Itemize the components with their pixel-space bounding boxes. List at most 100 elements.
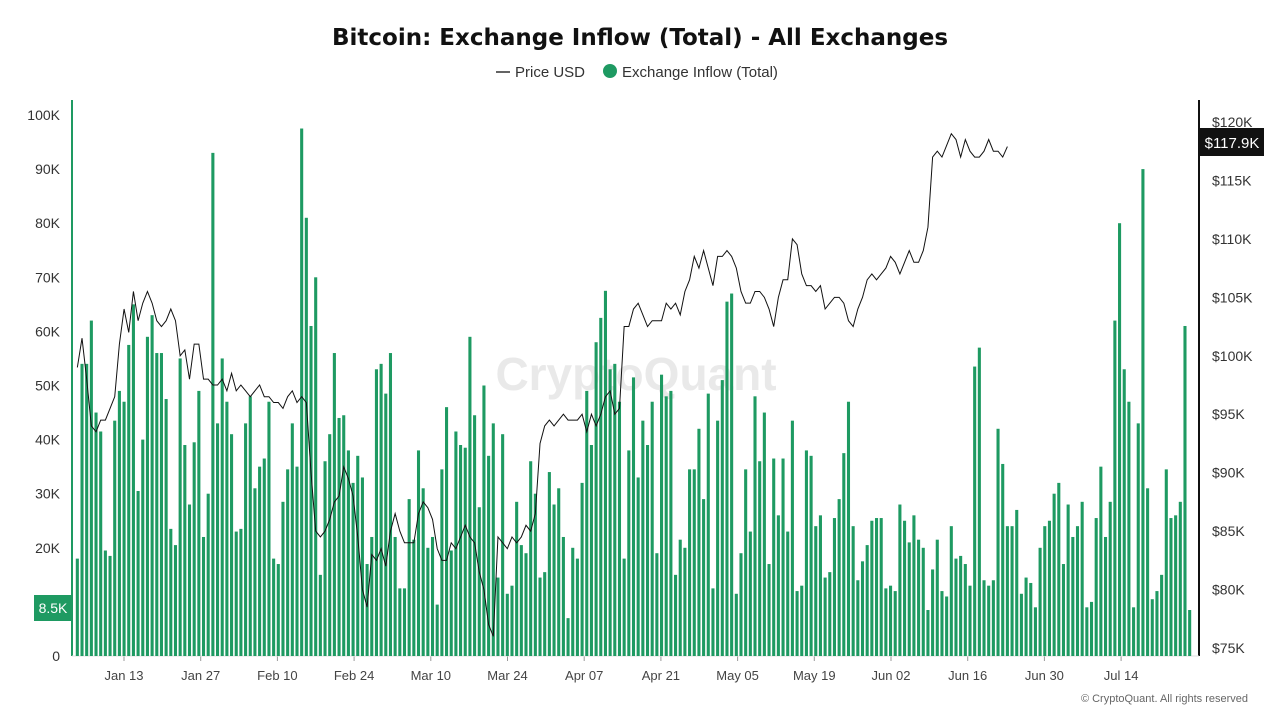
inflow-bar — [529, 461, 533, 656]
inflow-bar — [776, 515, 780, 656]
inflow-bar — [379, 363, 383, 656]
inflow-bar — [571, 547, 575, 656]
inflow-bar — [272, 558, 276, 656]
inflow-bar — [809, 455, 813, 656]
current-inflow-value: 8.5K — [39, 600, 68, 616]
inflow-bar — [767, 564, 771, 656]
inflow-bar — [122, 401, 126, 656]
inflow-bar — [225, 401, 229, 656]
inflow-bar — [482, 385, 486, 656]
left-tick-label: 50K — [35, 378, 61, 394]
inflow-bar — [141, 439, 145, 656]
inflow-bar — [85, 363, 89, 656]
inflow-bar — [445, 407, 449, 656]
inflow-bar — [1108, 501, 1112, 656]
inflow-bar — [234, 531, 238, 656]
inflow-bar — [762, 412, 766, 656]
inflow-bar — [1169, 518, 1173, 656]
inflow-bar — [426, 547, 430, 656]
inflow-bar — [220, 358, 224, 656]
inflow-bar — [1080, 501, 1084, 656]
inflow-bar — [832, 518, 836, 656]
inflow-bar — [818, 515, 822, 656]
inflow-bar — [318, 574, 322, 656]
left-tick-label: 90K — [35, 161, 61, 177]
inflow-bars — [75, 128, 1192, 657]
inflow-bar — [1132, 607, 1136, 656]
inflow-bar — [435, 604, 439, 656]
inflow-bar — [262, 458, 266, 656]
inflow-bar — [1038, 547, 1042, 656]
inflow-bar — [342, 415, 346, 656]
inflow-bar — [477, 507, 481, 656]
inflow-bar — [145, 336, 149, 656]
inflow-bar — [230, 434, 234, 656]
inflow-bar — [1005, 526, 1009, 656]
inflow-bar — [127, 344, 131, 656]
inflow-bar — [1146, 488, 1150, 656]
x-tick-label: Apr 21 — [642, 668, 680, 683]
inflow-bar — [1071, 536, 1075, 656]
legend-inflow-marker — [603, 64, 617, 78]
inflow-bar — [1122, 369, 1126, 656]
chart-title: Bitcoin: Exchange Inflow (Total) - All E… — [332, 25, 948, 51]
inflow-bar — [641, 420, 645, 656]
inflow-bar — [954, 558, 958, 656]
inflow-bar — [734, 593, 738, 656]
inflow-bar — [346, 450, 350, 656]
inflow-bar — [552, 504, 556, 656]
inflow-bar — [374, 369, 378, 656]
inflow-bar — [879, 518, 883, 656]
inflow-bar — [309, 325, 313, 656]
inflow-bar — [949, 526, 953, 656]
left-tick-label: 0 — [52, 648, 60, 664]
price-line — [76, 132, 1008, 637]
inflow-bar — [912, 515, 916, 656]
inflow-bar — [627, 450, 631, 656]
inflow-bar — [1104, 536, 1108, 656]
right-tick-label: $115K — [1212, 172, 1252, 188]
inflow-bar — [463, 447, 467, 656]
x-tick-label: May 05 — [716, 668, 759, 683]
inflow-bar — [781, 458, 785, 656]
inflow-bar — [889, 585, 893, 656]
inflow-bar — [608, 369, 612, 656]
inflow-bar — [159, 353, 163, 656]
inflow-bar — [80, 363, 84, 656]
inflow-bar — [823, 577, 827, 656]
inflow-bar — [991, 580, 995, 656]
inflow-bar — [487, 455, 491, 656]
inflow-bar — [332, 353, 336, 656]
x-axis-ticks: Jan 13 Jan 27 Feb 10 Feb 24 Mar 10 Mar 24 Apr … — [104, 656, 1138, 683]
inflow-bar — [1066, 504, 1070, 656]
left-tick-label: 60K — [35, 323, 61, 339]
inflow-bar — [1164, 469, 1168, 656]
inflow-bar — [253, 488, 257, 656]
inflow-bar — [982, 580, 986, 656]
left-axis-ticks: 010K20K30K40K50K60K70K80K90K100K — [27, 107, 60, 664]
right-axis-ticks: $75K $80K $85K $90K $95K $100K $105K $110K $115K… — [1212, 114, 1253, 656]
inflow-bar — [1089, 601, 1094, 656]
inflow-bar — [977, 347, 981, 656]
inflow-bar — [688, 469, 692, 656]
inflow-bar — [674, 574, 678, 656]
inflow-bar — [865, 545, 869, 656]
inflow-bar — [533, 493, 537, 656]
inflow-bar — [921, 547, 925, 656]
inflow-bar — [748, 531, 752, 656]
inflow-bar — [660, 374, 664, 656]
inflow-bar — [1085, 607, 1089, 656]
inflow-bar — [314, 277, 318, 656]
inflow-bar — [505, 593, 509, 656]
inflow-bar — [996, 428, 1000, 656]
current-price-value: $117.9K — [1205, 135, 1260, 152]
inflow-bar — [959, 555, 963, 656]
inflow-bar — [1174, 515, 1178, 656]
inflow-bar — [566, 618, 570, 656]
inflow-bar — [1057, 482, 1061, 656]
left-tick-label: 40K — [35, 432, 61, 448]
inflow-bar — [804, 450, 808, 656]
inflow-bar — [945, 596, 949, 656]
inflow-bar — [197, 390, 201, 656]
